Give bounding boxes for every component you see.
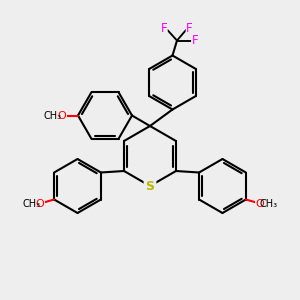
Text: F: F [186,22,193,35]
Text: CH₃: CH₃ [259,199,278,209]
Text: F: F [192,34,198,47]
Text: O: O [256,199,264,209]
Text: O: O [36,199,44,209]
Text: CH₃: CH₃ [22,199,41,209]
Text: O: O [58,110,67,121]
Text: CH₃: CH₃ [44,110,62,121]
Text: S: S [146,179,154,193]
Text: F: F [160,22,167,35]
